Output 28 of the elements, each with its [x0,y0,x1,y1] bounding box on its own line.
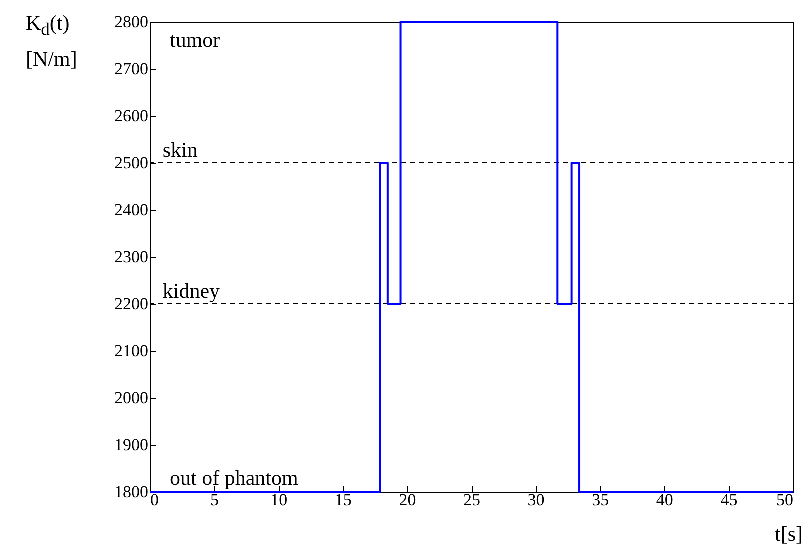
x-tick-label: 15 [334,490,352,510]
x-axis-title: t[s] [775,522,803,547]
y-tick-label: 2200 [114,294,148,314]
x-tick-label: 5 [210,490,220,510]
x-tick-label: 40 [656,490,674,510]
x-tick-label: 25 [464,490,480,510]
x-tick-label: 20 [399,490,416,510]
y-tick-label: 2500 [114,154,148,172]
x-tick-label: 45 [720,490,738,510]
annotation: tumor [170,28,220,52]
x-tick-label: 50 [776,490,794,510]
y-tick-label: 2800 [114,12,148,32]
ref-line-label: kidney [162,279,221,303]
y-tick-label: 2400 [114,200,148,220]
y-tick-label: 2600 [114,106,148,126]
y-tick-label: 1800 [114,482,148,502]
y-tick-label: 2100 [114,342,148,360]
x-tick-label: 0 [150,490,159,510]
y-tick-label: 2000 [114,388,148,408]
y-tick-label: 1900 [114,436,148,454]
ref-line-label: skin [162,138,198,162]
annotation: out of phantom [170,466,298,490]
y-tick-label: 2700 [114,60,148,78]
x-tick-label: 30 [528,490,545,510]
y-axis-title: K$_{d}$(t) [N/m] [26,10,78,74]
x-tick-label: 35 [592,490,610,510]
x-tick-label: 10 [270,490,288,510]
y-tick-label: 2300 [114,248,148,266]
